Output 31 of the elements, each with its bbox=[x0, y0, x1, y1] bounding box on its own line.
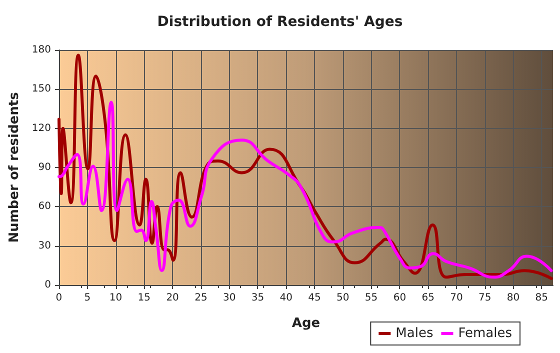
y-tick-label: 60 bbox=[38, 201, 51, 212]
x-tick-label: 0 bbox=[56, 292, 62, 304]
x-tick-label: 35 bbox=[251, 292, 264, 304]
x-axis-title: Age bbox=[292, 316, 320, 331]
legend-label: Females bbox=[458, 326, 512, 341]
x-tick-label: 80 bbox=[506, 292, 520, 304]
x-tick-label: 65 bbox=[422, 292, 434, 304]
y-tick-label: 180 bbox=[32, 44, 51, 56]
x-tick-label: 40 bbox=[280, 292, 292, 304]
chart-title: Distribution of Residents' Ages bbox=[157, 14, 403, 30]
x-tick-label: 75 bbox=[478, 292, 492, 304]
x-tick-label: 20 bbox=[166, 292, 179, 304]
x-tick-label: 45 bbox=[308, 292, 321, 304]
x-tick-label: 15 bbox=[138, 292, 151, 304]
y-tick-label: 0 bbox=[44, 280, 51, 290]
x-tick-label: 25 bbox=[194, 292, 208, 304]
x-tick-label: 30 bbox=[222, 292, 236, 304]
x-tick-label: 50 bbox=[336, 292, 350, 304]
x-tick-label: 60 bbox=[393, 292, 406, 304]
line-series bbox=[57, 100, 553, 279]
y-axis-title: Number of residents bbox=[7, 92, 22, 243]
legend-label: Males bbox=[396, 326, 434, 341]
y-tick-label: 150 bbox=[32, 84, 51, 95]
x-tick-label: 70 bbox=[450, 292, 463, 304]
x-tick-label: 55 bbox=[364, 292, 378, 304]
x-tick-label: 85 bbox=[535, 292, 548, 304]
y-tick-label: 120 bbox=[32, 122, 51, 134]
x-tick-label: 10 bbox=[109, 292, 122, 304]
x-tick-label: 5 bbox=[84, 292, 91, 304]
y-tick-label: 30 bbox=[38, 240, 51, 252]
y-tick-label: 90 bbox=[38, 162, 51, 173]
